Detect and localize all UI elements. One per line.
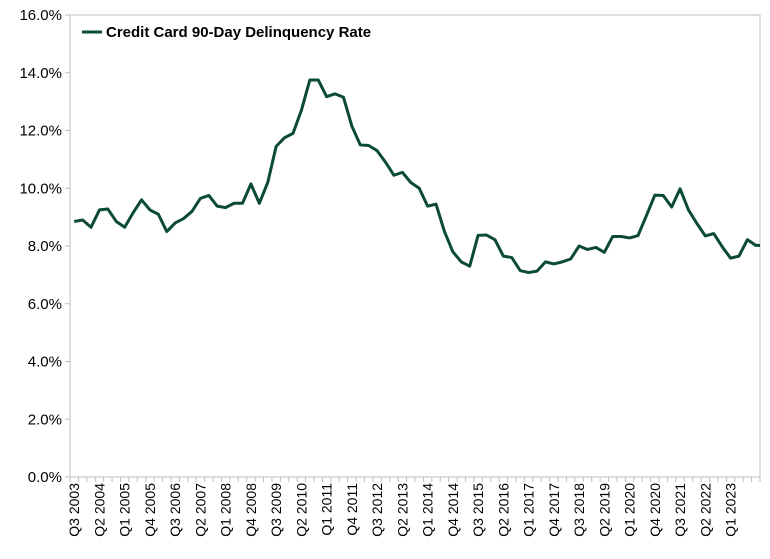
x-axis: Q3 2003 Q2 2004 Q1 2005 Q4 2005 Q3 2006 Q2 20… <box>66 476 761 537</box>
x-tick-label: Q1 2020 <box>622 483 638 537</box>
x-tick-label: Q3 2018 <box>571 483 587 537</box>
x-tick-label: Q2 2022 <box>697 483 713 537</box>
y-tick-label: 4.0% <box>28 354 62 371</box>
x-tick-label: Q1 2014 <box>420 483 436 537</box>
y-tick-label: 0.0% <box>28 469 62 486</box>
x-tick-label: Q1 2023 <box>723 483 739 537</box>
x-tick-label: Q1 2011 <box>319 483 335 536</box>
y-tick-label: 8.0% <box>28 238 62 255</box>
x-tick-label: Q3 2009 <box>268 483 284 537</box>
x-tick-label: Q2 2010 <box>293 483 309 537</box>
x-tick-label: Q4 2020 <box>647 483 663 537</box>
x-tick-label: Q4 2014 <box>445 483 461 537</box>
x-tick-label: Q2 2016 <box>495 483 511 537</box>
series-line-credit-card-delinquency <box>73 78 760 275</box>
x-tick-label: Q2 2019 <box>596 483 612 537</box>
y-tick-label: 2.0% <box>28 411 62 428</box>
x-tick-label: Q1 2005 <box>117 483 133 537</box>
legend-label: Credit Card 90-Day Delinquency Rate <box>106 24 371 41</box>
x-tick-label: Q2 2007 <box>192 483 208 537</box>
x-tick-label: Q1 2017 <box>521 483 537 537</box>
y-axis: 0.0% 2.0% 4.0% 6.0% 8.0% 10.0% 12.0% 14.0% 16.0% <box>19 7 71 486</box>
x-tick-label: Q3 2003 <box>66 483 82 537</box>
x-tick-label: Q4 2005 <box>142 483 158 537</box>
y-tick-label: 16.0% <box>19 7 62 24</box>
x-tick-label: Q1 2008 <box>218 483 234 537</box>
x-tick-label: Q3 2015 <box>470 483 486 537</box>
x-tick-label: Q4 2008 <box>243 483 259 537</box>
x-tick-label: Q3 2021 <box>672 483 688 537</box>
plot-border <box>69 14 761 478</box>
x-tick-label: Q4 2011 <box>344 483 360 536</box>
legend: Credit Card 90-Day Delinquency Rate <box>82 24 371 41</box>
y-tick-label: 10.0% <box>19 180 62 197</box>
y-tick-label: 6.0% <box>28 296 62 313</box>
x-tick-label: Q3 2012 <box>369 483 385 537</box>
x-tick-label: Q2 2013 <box>394 483 410 537</box>
y-tick-label: 14.0% <box>19 65 62 82</box>
x-tick-label: Q3 2006 <box>167 483 183 537</box>
plot-area <box>69 14 761 478</box>
y-tick-label: 12.0% <box>19 123 62 140</box>
series-layer <box>73 78 760 275</box>
x-tick-label: Q2 2004 <box>91 483 107 537</box>
x-tick-label: Q4 2017 <box>546 483 562 537</box>
